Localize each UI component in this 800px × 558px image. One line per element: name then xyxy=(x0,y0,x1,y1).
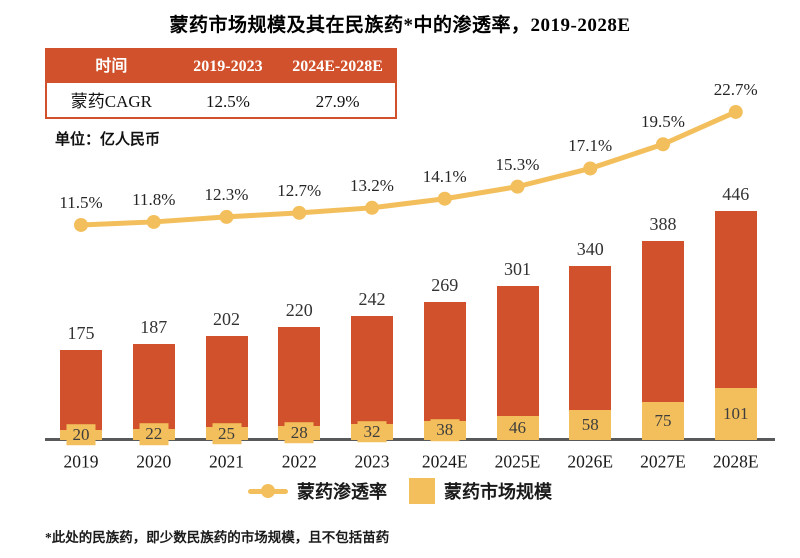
line-point-marker xyxy=(510,179,525,194)
bar-segment-total xyxy=(205,336,248,428)
line-percent-label: 14.1% xyxy=(422,166,467,186)
cagr-value-2024e-2028e: 27.9% xyxy=(315,91,360,111)
x-axis-tick-label: 2021 xyxy=(209,451,244,472)
line-percent-label: 11.8% xyxy=(132,189,176,209)
bar-segment-total xyxy=(714,211,757,389)
cagr-header-2024e-2028e: 2024E-2028E xyxy=(292,57,383,75)
line-point-marker xyxy=(365,200,379,215)
cagr-table-value-row: 蒙药CAGR 12.5% 27.9% xyxy=(47,83,395,117)
line-point-marker xyxy=(292,205,307,220)
legend-item-market-size: 蒙药市场规模 xyxy=(409,478,552,504)
bar-segment-total xyxy=(132,344,175,429)
bar-yellow-label: 58 xyxy=(575,414,605,436)
chart-title: 蒙药市场规模及其在民族药*中的渗透率，2019-2028E xyxy=(169,15,631,36)
cagr-table-header-row: 时间 2019-2023 2024E-2028E xyxy=(47,50,395,83)
bar-total-label: 388 xyxy=(649,213,677,234)
line-point-marker xyxy=(656,137,670,152)
bar-total-label: 175 xyxy=(67,323,95,344)
x-axis-tick-label: 2028E xyxy=(712,451,759,472)
cagr-header-2019-2023: 2019-2023 xyxy=(193,57,263,75)
x-axis-tick-label: 2023 xyxy=(354,451,390,472)
line-percent-label: 19.5% xyxy=(641,112,685,132)
line-marker-icon xyxy=(248,483,288,498)
penetration-line xyxy=(78,109,739,228)
bar-total-label: 242 xyxy=(358,288,386,309)
line-percent-label: 17.1% xyxy=(568,136,613,156)
footnote: *此处的民族药，即少数民族药的市场规模，且不包括苗药 xyxy=(45,530,390,545)
bar-segment-total xyxy=(278,327,321,426)
bar-total-label: 446 xyxy=(722,184,750,205)
line-point-marker xyxy=(728,104,743,119)
x-axis-tick-label: 2020 xyxy=(136,451,172,472)
x-axis-tick-label: 2026E xyxy=(567,451,614,472)
line-point-marker xyxy=(437,191,452,206)
bar-segment-total xyxy=(496,285,539,417)
legend-item-penetration: 蒙药渗透率 xyxy=(248,478,387,504)
bar-yellow-label: 22 xyxy=(139,423,169,446)
bar-yellow-label: 101 xyxy=(717,403,755,425)
x-axis-tick-label: 2024E xyxy=(421,451,468,472)
cagr-value-2019-2023: 12.5% xyxy=(205,91,250,111)
cagr-row-label: 蒙药CAGR xyxy=(70,91,152,111)
line-percent-label: 12.3% xyxy=(204,184,249,204)
unit-label: 单位：亿人民币 xyxy=(55,132,161,148)
line-point-marker xyxy=(583,161,598,176)
line-percent-label: 12.7% xyxy=(277,180,322,200)
x-axis-line xyxy=(45,438,775,441)
bar-yellow-label: 38 xyxy=(430,419,460,442)
bar-yellow-label: 32 xyxy=(357,421,387,443)
bar-total-label: 220 xyxy=(285,300,313,321)
x-axis-tick-label: 2027E xyxy=(640,451,686,472)
x-axis-tick-label: 2019 xyxy=(63,451,99,472)
line-point-marker xyxy=(219,209,234,224)
cagr-table: 时间 2019-2023 2024E-2028E 蒙药CAGR 12.5% 27… xyxy=(45,48,397,119)
bar-total-label: 202 xyxy=(213,309,240,330)
line-percent-label: 13.2% xyxy=(350,175,394,195)
line-percent-label: 15.3% xyxy=(495,154,540,174)
chart-legend: 蒙药渗透率 蒙药市场规模 xyxy=(248,478,552,504)
bar-yellow-label: 20 xyxy=(66,424,96,446)
line-percent-label: 22.7% xyxy=(713,79,758,99)
bar-total-label: 340 xyxy=(576,238,604,259)
bar-marker-icon xyxy=(409,478,435,504)
line-point-marker xyxy=(74,217,88,232)
bar-yellow-label: 75 xyxy=(648,409,678,432)
bar-segment-total xyxy=(423,302,466,421)
bar-yellow-label: 25 xyxy=(212,422,241,445)
x-axis-tick-label: 2022 xyxy=(281,451,317,472)
line-percent-label: 11.5% xyxy=(59,192,103,212)
bar-total-label: 187 xyxy=(140,317,168,338)
bar-segment-total xyxy=(351,315,393,424)
cagr-header-time: 时间 xyxy=(95,57,128,75)
bar-segment-total xyxy=(642,240,684,402)
bar-segment-total xyxy=(60,350,102,430)
bar-total-label: 301 xyxy=(504,258,531,279)
legend-bar-label: 蒙药市场规模 xyxy=(444,482,552,502)
bar-segment-total xyxy=(569,265,612,411)
legend-line-label: 蒙药渗透率 xyxy=(297,482,387,502)
bar-yellow-label: 46 xyxy=(503,417,532,439)
x-axis-tick-label: 2025E xyxy=(494,451,541,472)
bar-yellow-label: 28 xyxy=(284,422,314,444)
bar-total-label: 269 xyxy=(431,275,459,295)
line-point-marker xyxy=(146,214,161,229)
